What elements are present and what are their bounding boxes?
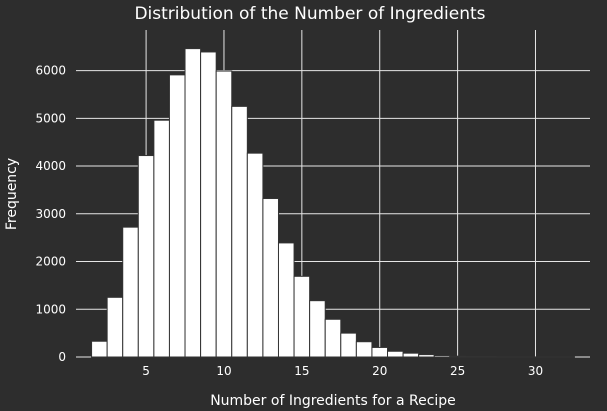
histogram-bar [231,105,248,358]
histogram-bar [387,350,404,358]
y-tick-label: 3000 [35,207,66,221]
y-tick-label: 0 [58,350,66,364]
histogram-bar [262,198,279,358]
histogram-bar [168,74,186,358]
y-axis-label: Frequency [4,158,20,230]
histogram-bar [355,341,373,358]
histogram-bar [215,70,233,358]
histogram-bar [340,332,357,358]
histogram-bar [277,242,295,358]
x-axis-label: Number of Ingredients for a Recipe [210,393,456,409]
histogram-bar [106,296,124,358]
y-tick-label: 1000 [35,302,66,316]
histogram-bar [371,346,389,358]
histogram-bar [293,275,311,358]
histogram-bar [246,152,264,358]
histogram-bar [153,119,170,358]
x-tick-label: 20 [372,364,387,378]
x-tick-label: 15 [294,364,309,378]
histogram-bar [200,51,217,358]
histogram-bar [402,352,420,358]
histogram-bar [418,354,435,358]
histogram-bar [449,355,466,358]
histogram-bar [433,355,451,358]
y-tick-label: 5000 [35,111,66,125]
histogram-bar [137,155,155,358]
histogram-bar [184,48,202,358]
histogram-bars [91,48,575,358]
x-tick-label: 10 [216,364,231,378]
y-tick-label: 6000 [35,64,66,78]
histogram-bar [122,226,139,358]
histogram-bar [91,340,108,358]
axis-ticks: 5 10 15 20 25 30 0 1000 2000 3000 4000 5000 6000 [35,64,543,378]
histogram-bar [324,318,342,358]
histogram-bar [309,300,326,358]
y-tick-label: 2000 [35,255,66,269]
x-tick-label: 25 [450,364,465,378]
x-tick-label: 30 [528,364,543,378]
chart-title: Distribution of the Number of Ingredient… [134,4,485,24]
x-tick-label: 5 [142,364,150,378]
y-tick-label: 4000 [35,159,66,173]
